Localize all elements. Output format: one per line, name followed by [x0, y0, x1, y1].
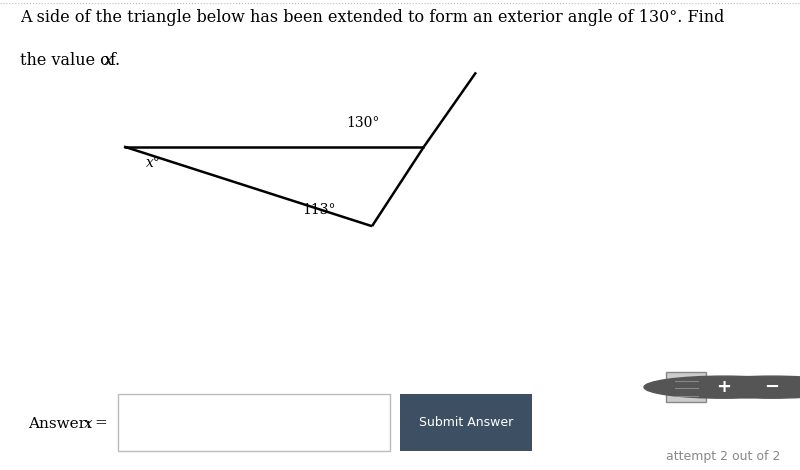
- Text: −: −: [765, 378, 779, 396]
- Text: x°: x°: [146, 156, 162, 170]
- Text: =: =: [94, 416, 107, 431]
- Text: 130°: 130°: [346, 116, 380, 130]
- Text: x: x: [84, 416, 93, 431]
- Text: .: .: [114, 53, 119, 70]
- Text: A side of the triangle below has been extended to form an exterior angle of 130°: A side of the triangle below has been ex…: [20, 9, 724, 26]
- Text: Answer:: Answer:: [28, 416, 91, 431]
- Text: 113°: 113°: [302, 203, 336, 217]
- Text: x: x: [104, 53, 113, 70]
- Circle shape: [692, 376, 800, 398]
- Text: attempt 2 out of 2: attempt 2 out of 2: [666, 450, 780, 463]
- Text: +: +: [717, 378, 731, 396]
- FancyBboxPatch shape: [118, 394, 390, 451]
- Circle shape: [644, 376, 800, 398]
- Text: Submit Answer: Submit Answer: [419, 416, 513, 429]
- FancyBboxPatch shape: [666, 372, 706, 402]
- FancyBboxPatch shape: [400, 394, 532, 451]
- Text: the value of: the value of: [20, 53, 121, 70]
